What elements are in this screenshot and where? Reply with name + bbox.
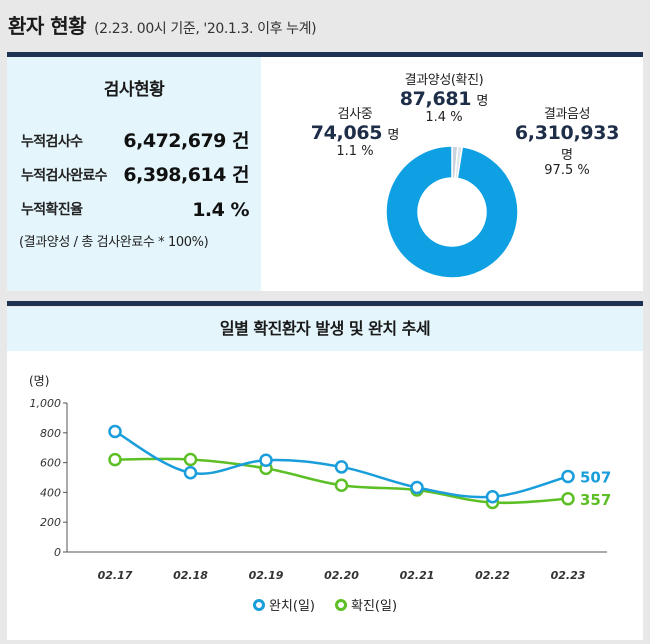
data-point xyxy=(259,453,273,467)
segment-number: 74,065 xyxy=(310,122,383,144)
y-tick-label: 400 xyxy=(40,486,61,499)
segment-number: 87,681 xyxy=(399,88,472,110)
test-status-title: 검사현황 xyxy=(103,80,165,100)
segment-percent: 1.4 % xyxy=(425,110,463,125)
stat-value: 1.4 % xyxy=(192,199,249,221)
series-end-label: 357 xyxy=(580,491,611,509)
data-point xyxy=(334,460,349,474)
segment-label: 결과양성(확진) xyxy=(404,73,484,88)
data-point xyxy=(561,492,575,506)
positive-rate-note: (결과양성 / 총 검사완료수 * 100%) xyxy=(19,235,209,250)
data-point xyxy=(183,452,198,467)
x-tick-label: 02.19 xyxy=(249,569,284,582)
donut-label-testing: 검사중 74,065 명 1.1 % xyxy=(305,103,405,159)
y-tick-label: 600 xyxy=(40,457,61,470)
data-point xyxy=(334,478,349,492)
stat-value: 6,472,679 건 xyxy=(123,130,249,152)
x-tick-label: 02.20 xyxy=(324,569,359,582)
trend-chart-card: 일별 확진환자 발생 및 완치 추세 (명) 0 200 400 600 800 1,000… xyxy=(7,307,643,640)
x-tick-label: 02.21 xyxy=(400,569,435,582)
legend-marker-recovered xyxy=(252,598,265,611)
stat-value: 6,398,614 건 xyxy=(123,164,249,186)
middle-divider-bar xyxy=(7,301,643,306)
legend-item-recovered: 완치(일) xyxy=(252,595,315,614)
segment-unit: 명 xyxy=(387,128,400,143)
y-tick-label: 1,000 xyxy=(30,397,62,410)
data-point xyxy=(485,489,500,504)
test-status-panel: 검사현황 누적검사수 6,472,679 건 누적검사완료수 6,398,614… xyxy=(7,57,261,291)
legend-label: 완치(일) xyxy=(268,599,315,614)
legend-item-confirmed: 확진(일) xyxy=(335,595,397,614)
test-status-card: 검사현황 누적검사수 6,472,679 건 누적검사완료수 6,398,614… xyxy=(7,57,643,291)
x-tick-label: 02.18 xyxy=(173,569,208,582)
donut-label-positive: 결과양성(확진) 87,681 명 1.4 % xyxy=(374,69,514,125)
x-tick-label: 02.23 xyxy=(551,569,586,582)
stat-row-total-tests: 누적검사수 6,472,679 건 xyxy=(21,129,249,153)
stat-row-completed-tests: 누적검사완료수 6,398,614 건 xyxy=(21,163,249,187)
segment-percent: 1.1 % xyxy=(336,144,374,159)
page-title: 환자 현황 xyxy=(8,14,87,38)
y-tick-label: 200 xyxy=(40,516,61,529)
donut-chart xyxy=(385,145,519,279)
line-chart: (명) 0 200 400 600 800 1,000 02.17 02.18 02.19 02.2… xyxy=(29,374,611,582)
data-point xyxy=(183,465,198,480)
page-subtitle: (2.23. 00시 기준, '20.1.3. 이후 누계) xyxy=(94,21,317,37)
data-point xyxy=(561,469,575,484)
series-end-label: 507 xyxy=(580,468,611,486)
y-tick-label: 0 xyxy=(54,546,61,559)
legend-label: 확진(일) xyxy=(351,599,398,614)
page-header: 환자 현황 (2.23. 00시 기준, '20.1.3. 이후 누계) xyxy=(0,0,650,52)
trend-chart-title: 일별 확진환자 발생 및 완치 추세 xyxy=(7,307,643,351)
data-point xyxy=(410,480,424,495)
segment-percent: 97.5 % xyxy=(544,163,590,178)
segment-label: 결과음성 xyxy=(543,107,591,122)
donut-slice-2 xyxy=(385,145,519,279)
x-tick-label: 02.17 xyxy=(98,569,133,582)
segment-label: 검사중 xyxy=(337,107,373,122)
legend-marker-confirmed xyxy=(335,598,347,611)
segment-unit: 명 xyxy=(561,148,573,163)
top-divider-bar xyxy=(7,52,643,57)
y-tick-label: 800 xyxy=(40,427,61,440)
donut-label-negative: 결과음성 6,310,933 명 97.5 % xyxy=(512,103,622,178)
stat-label: 누적검사수 xyxy=(21,134,83,150)
data-point xyxy=(108,424,122,439)
x-tick-label: 02.22 xyxy=(475,569,510,582)
y-axis-label: (명) xyxy=(29,374,49,388)
stat-label: 누적검사완료수 xyxy=(21,168,108,184)
chart-legend: 완치(일) 확진(일) xyxy=(7,595,643,614)
stat-row-positive-rate: 누적확진율 1.4 % xyxy=(21,197,249,221)
segment-unit: 명 xyxy=(476,94,489,109)
stat-label: 누적확진율 xyxy=(21,202,83,218)
data-point xyxy=(108,452,122,467)
segment-number: 6,310,933 xyxy=(514,122,620,144)
